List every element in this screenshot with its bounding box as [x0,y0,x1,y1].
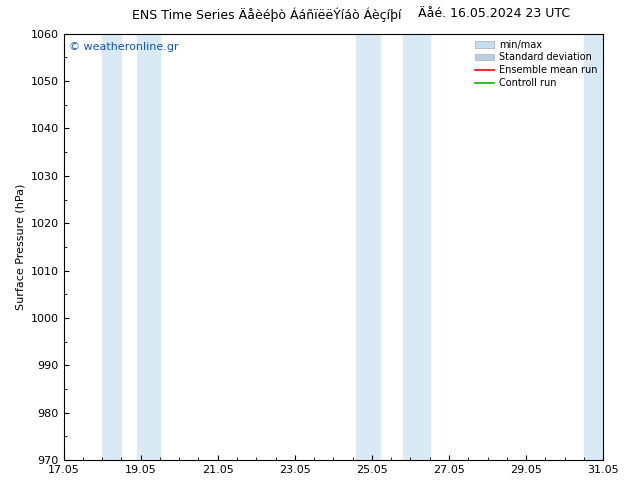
Text: © weatheronline.gr: © weatheronline.gr [69,42,179,52]
Y-axis label: Surface Pressure (hPa): Surface Pressure (hPa) [15,184,25,310]
Text: Äåé. 16.05.2024 23 UTC: Äåé. 16.05.2024 23 UTC [418,7,571,21]
Bar [403,34,430,460]
Legend: min/max, Standard deviation, Ensemble mean run, Controll run: min/max, Standard deviation, Ensemble me… [470,36,601,92]
Bar [584,34,603,460]
Bar [137,34,160,460]
Text: ENS Time Series Äåèéþò ÁáñïëëÝíáò Áèçíþí: ENS Time Series Äåèéþò ÁáñïëëÝíáò Áèçíþí [131,7,401,22]
Bar [356,34,380,460]
Bar [102,34,121,460]
